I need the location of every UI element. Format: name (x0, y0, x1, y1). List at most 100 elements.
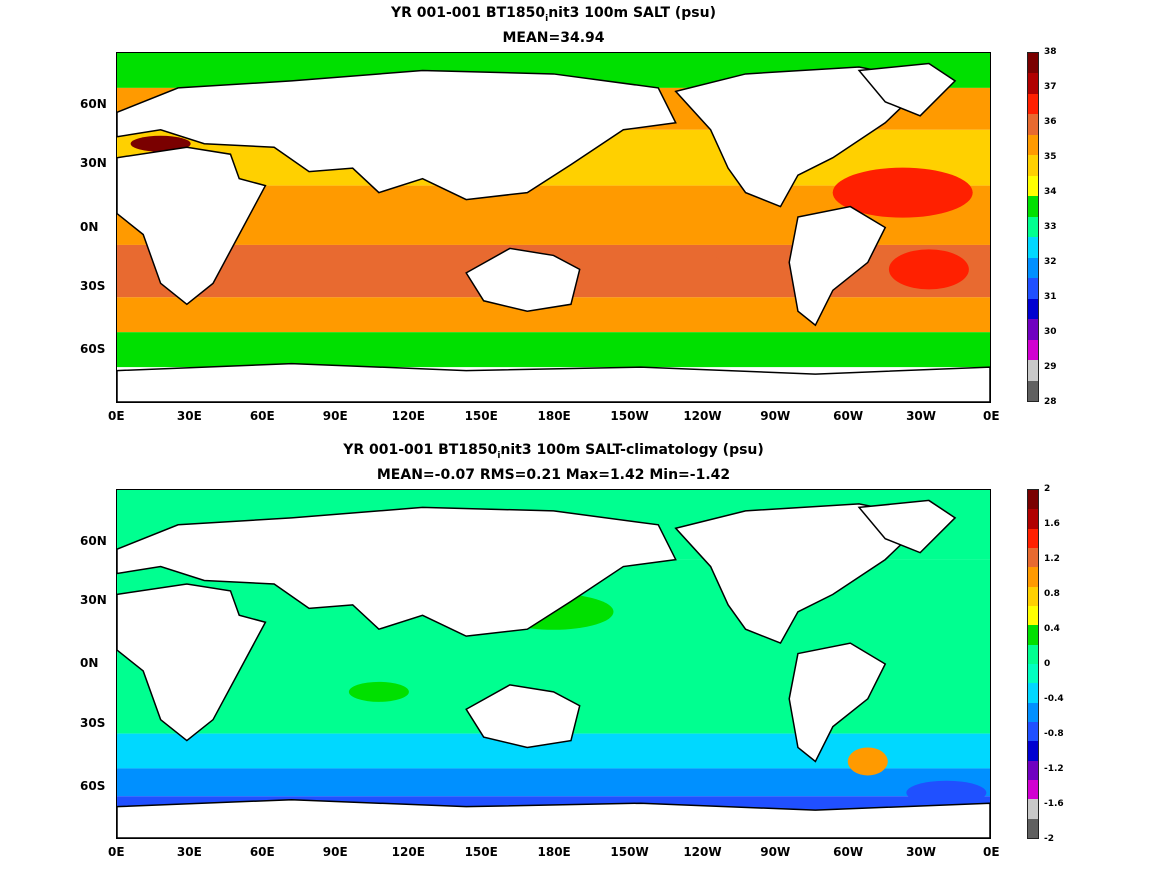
x-tick-label: 60E (249, 409, 275, 423)
colorbar-tick-label: -1.2 (1044, 764, 1064, 774)
x-tick-label: 150W (610, 845, 649, 859)
colorbar-tick-label: -0.4 (1044, 694, 1064, 704)
ocean-anomaly-blob (130, 135, 191, 152)
y-tick-label: 60N (80, 533, 107, 548)
y-tick-label: 30S (80, 279, 106, 294)
colorbar-swatch (1028, 380, 1038, 401)
y-tick-label: 60S (80, 342, 106, 357)
colorbar-tick-label: 35 (1044, 152, 1057, 162)
colorbar-swatch (1028, 528, 1038, 548)
colorbar-swatch (1028, 155, 1038, 176)
colorbar-swatch (1028, 818, 1038, 838)
x-tick-label: 150E (464, 845, 498, 859)
x-tick-label: 150W (610, 409, 649, 423)
colorbar-swatch (1028, 53, 1038, 74)
ocean-anomaly-blob (348, 681, 409, 702)
x-tick-label: 30E (176, 845, 202, 859)
x-tick-label: 180E (537, 845, 571, 859)
ocean-field-band (117, 332, 990, 368)
y-tick-label: 30N (80, 156, 107, 171)
landmass-samerica (788, 205, 887, 327)
colorbar-swatch (1028, 567, 1038, 587)
panel2-map (116, 489, 991, 839)
ocean-anomaly-blob (560, 246, 721, 279)
panel1-colorbar (1027, 52, 1039, 402)
landmass-namerica (674, 503, 931, 645)
colorbar-tick-label: 0.4 (1044, 624, 1060, 634)
landmass-australia (465, 684, 581, 749)
x-tick-label: 30W (906, 409, 937, 423)
colorbar-swatch (1028, 605, 1038, 626)
colorbar-swatch (1028, 663, 1038, 684)
x-tick-label: 90W (760, 845, 791, 859)
colorbar-tick-label: 33 (1044, 222, 1057, 232)
landmass-eurasia (117, 506, 677, 637)
colorbar-tick-label: 30 (1044, 327, 1057, 337)
x-tick-label: 0E (983, 409, 1000, 423)
colorbar-swatch (1028, 702, 1038, 722)
colorbar-tick-label: -1.6 (1044, 799, 1064, 809)
panel1-map-svg (117, 53, 990, 402)
panel2-map-svg (117, 490, 990, 838)
colorbar-swatch (1028, 298, 1038, 320)
colorbar-swatch (1028, 278, 1038, 299)
x-tick-label: 30E (176, 409, 202, 423)
colorbar-swatch (1028, 760, 1038, 780)
x-tick-label: 120E (391, 845, 425, 859)
colorbar-tick-label: 0 (1044, 659, 1051, 669)
ocean-field-band (117, 768, 990, 797)
colorbar-tick-label: 36 (1044, 117, 1057, 127)
landmass-greenland (857, 499, 957, 554)
colorbar-swatch (1028, 799, 1038, 819)
colorbar-tick-label: 31 (1044, 292, 1057, 302)
x-tick-label: 60W (833, 845, 864, 859)
colorbar-swatch (1028, 625, 1038, 645)
colorbar-swatch (1028, 779, 1038, 800)
colorbar-swatch (1028, 216, 1038, 238)
colorbar-swatch (1028, 683, 1038, 703)
y-tick-label: 60N (80, 96, 107, 111)
colorbar-tick-label: -0.8 (1044, 729, 1064, 739)
colorbar-swatch (1028, 721, 1038, 742)
y-tick-label: 0N (80, 656, 99, 670)
x-tick-label: 120W (683, 845, 722, 859)
colorbar-swatch (1028, 175, 1038, 197)
colorbar-swatch (1028, 196, 1038, 217)
x-tick-label: 90W (760, 409, 791, 423)
panel2-subtitle: MEAN=-0.07 RMS=0.21 Max=1.42 Min=-1.42 (376, 467, 731, 483)
x-tick-label: 180E (537, 409, 571, 423)
x-tick-label: 120E (391, 409, 425, 423)
landmass-africa (117, 583, 267, 742)
y-tick-label: 60S (80, 778, 106, 793)
ocean-anomaly-blob (847, 747, 888, 776)
colorbar-swatch (1028, 257, 1038, 279)
colorbar-tick-label: 2 (1044, 484, 1051, 494)
x-tick-label: 60E (249, 845, 275, 859)
colorbar-tick-label: 38 (1044, 47, 1057, 57)
landmass-samerica (788, 642, 887, 763)
colorbar-swatch (1028, 339, 1038, 361)
colorbar-swatch (1028, 93, 1038, 115)
landmass-namerica (674, 66, 931, 208)
panel1-subtitle: MEAN=34.94 (502, 30, 605, 46)
colorbar-swatch (1028, 586, 1038, 606)
panel2-title: YR 001-001 BT1850init3 100m SALT-climato… (343, 442, 764, 461)
colorbar-swatch (1028, 114, 1038, 135)
colorbar-tick-label: 34 (1044, 187, 1057, 197)
x-tick-label: 120W (683, 409, 722, 423)
colorbar-tick-label: 0.8 (1044, 589, 1060, 599)
colorbar-swatch (1028, 73, 1038, 94)
panel1-title: YR 001-001 BT1850init3 100m SALT (psu) (390, 5, 717, 24)
colorbar-tick-label: 28 (1044, 397, 1057, 407)
x-tick-label: 90E (322, 845, 348, 859)
colorbar-swatch (1028, 547, 1038, 568)
colorbar-tick-label: 32 (1044, 257, 1057, 267)
colorbar-tick-label: 1.2 (1044, 554, 1060, 564)
colorbar-tick-label: 29 (1044, 362, 1057, 372)
landmass-africa (117, 146, 267, 306)
colorbar-tick-label: 37 (1044, 82, 1057, 92)
ocean-anomaly-blob (888, 249, 969, 290)
x-tick-label: 0E (983, 845, 1000, 859)
x-tick-label: 0E (108, 409, 125, 423)
ocean-anomaly-blob (906, 780, 987, 805)
